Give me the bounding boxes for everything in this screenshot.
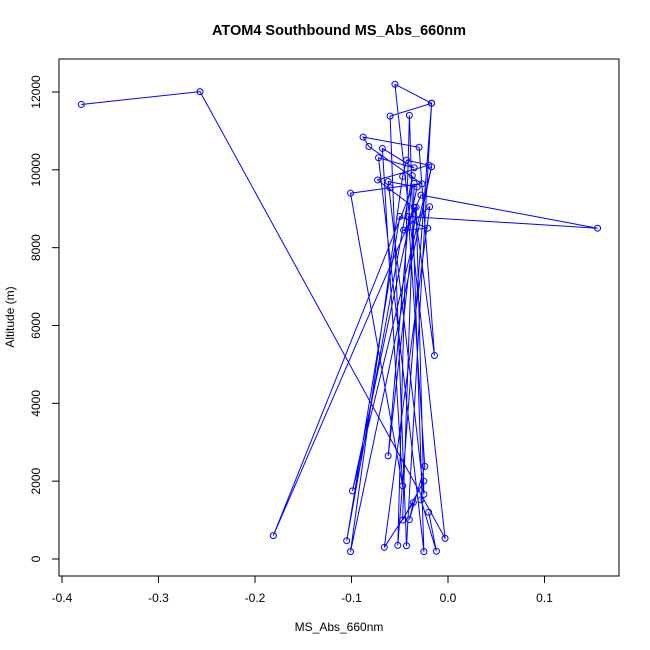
data-point xyxy=(594,224,602,232)
data-point xyxy=(384,178,392,186)
data-point xyxy=(432,547,440,555)
data-point xyxy=(386,184,394,192)
y-tick-label: 12000 xyxy=(29,75,43,109)
x-tick-label: 0.1 xyxy=(536,591,553,605)
x-axis-label: MS_Abs_660nm xyxy=(295,620,384,634)
y-axis-label: Altitude (m) xyxy=(3,286,17,347)
data-point xyxy=(394,541,402,549)
data-point xyxy=(347,189,355,197)
data-point xyxy=(410,179,418,187)
data-point xyxy=(365,142,373,150)
x-tick-label: -0.3 xyxy=(148,591,169,605)
data-point xyxy=(400,226,408,234)
series-line xyxy=(81,83,598,552)
y-tick-label: 10000 xyxy=(29,153,43,187)
chart-title: ATOM4 Southbound MS_Abs_660nm xyxy=(212,23,466,39)
x-tick-label: 0.0 xyxy=(440,591,457,605)
data-point xyxy=(424,224,432,232)
data-point xyxy=(347,548,355,556)
data-point xyxy=(421,462,429,470)
plot-frame xyxy=(58,58,620,577)
data-point xyxy=(403,542,411,550)
data-point xyxy=(374,176,382,184)
series-layer xyxy=(77,80,602,556)
data-point xyxy=(348,487,356,495)
x-axis: -0.4 -0.3 -0.2 -0.1 0.0 0.1 xyxy=(52,575,553,605)
y-tick-label: 6000 xyxy=(29,312,43,339)
data-point xyxy=(408,172,416,180)
y-tick-label: 4000 xyxy=(29,390,43,417)
data-point xyxy=(441,534,449,542)
data-point xyxy=(386,112,394,120)
data-point xyxy=(420,477,428,485)
data-point xyxy=(399,172,407,180)
data-point xyxy=(428,163,436,171)
x-tick-label: -0.4 xyxy=(52,591,73,605)
y-tick-label: 2000 xyxy=(29,467,43,494)
data-point xyxy=(417,496,425,504)
data-point xyxy=(405,516,413,524)
data-point xyxy=(391,80,399,88)
data-point xyxy=(430,351,438,359)
data-point xyxy=(396,213,404,221)
data-point xyxy=(77,100,85,108)
data-point xyxy=(196,88,204,96)
data-point xyxy=(420,548,428,556)
data-point xyxy=(399,516,407,524)
data-point xyxy=(425,508,433,516)
y-axis: 0 2000 4000 6000 8000 10000 12000 xyxy=(29,75,60,562)
data-point xyxy=(269,532,277,540)
data-point xyxy=(375,154,383,162)
data-point xyxy=(418,180,426,188)
y-tick-label: 8000 xyxy=(29,234,43,261)
data-point xyxy=(409,499,417,507)
x-tick-label: -0.2 xyxy=(245,591,266,605)
data-point xyxy=(343,537,351,545)
data-point xyxy=(359,133,367,141)
data-point xyxy=(403,156,411,164)
data-point xyxy=(404,213,412,221)
data-point xyxy=(378,144,386,152)
data-point xyxy=(417,191,425,199)
y-tick-label: 0 xyxy=(29,555,43,562)
data-point xyxy=(420,490,428,498)
data-point xyxy=(415,143,423,151)
data-point xyxy=(410,164,418,172)
data-point xyxy=(405,111,413,119)
x-tick-label: -0.1 xyxy=(341,591,362,605)
data-point xyxy=(384,452,392,460)
data-point xyxy=(426,203,434,211)
data-point xyxy=(412,203,420,211)
data-point xyxy=(399,482,407,490)
data-point xyxy=(428,99,436,107)
data-point xyxy=(380,543,388,551)
